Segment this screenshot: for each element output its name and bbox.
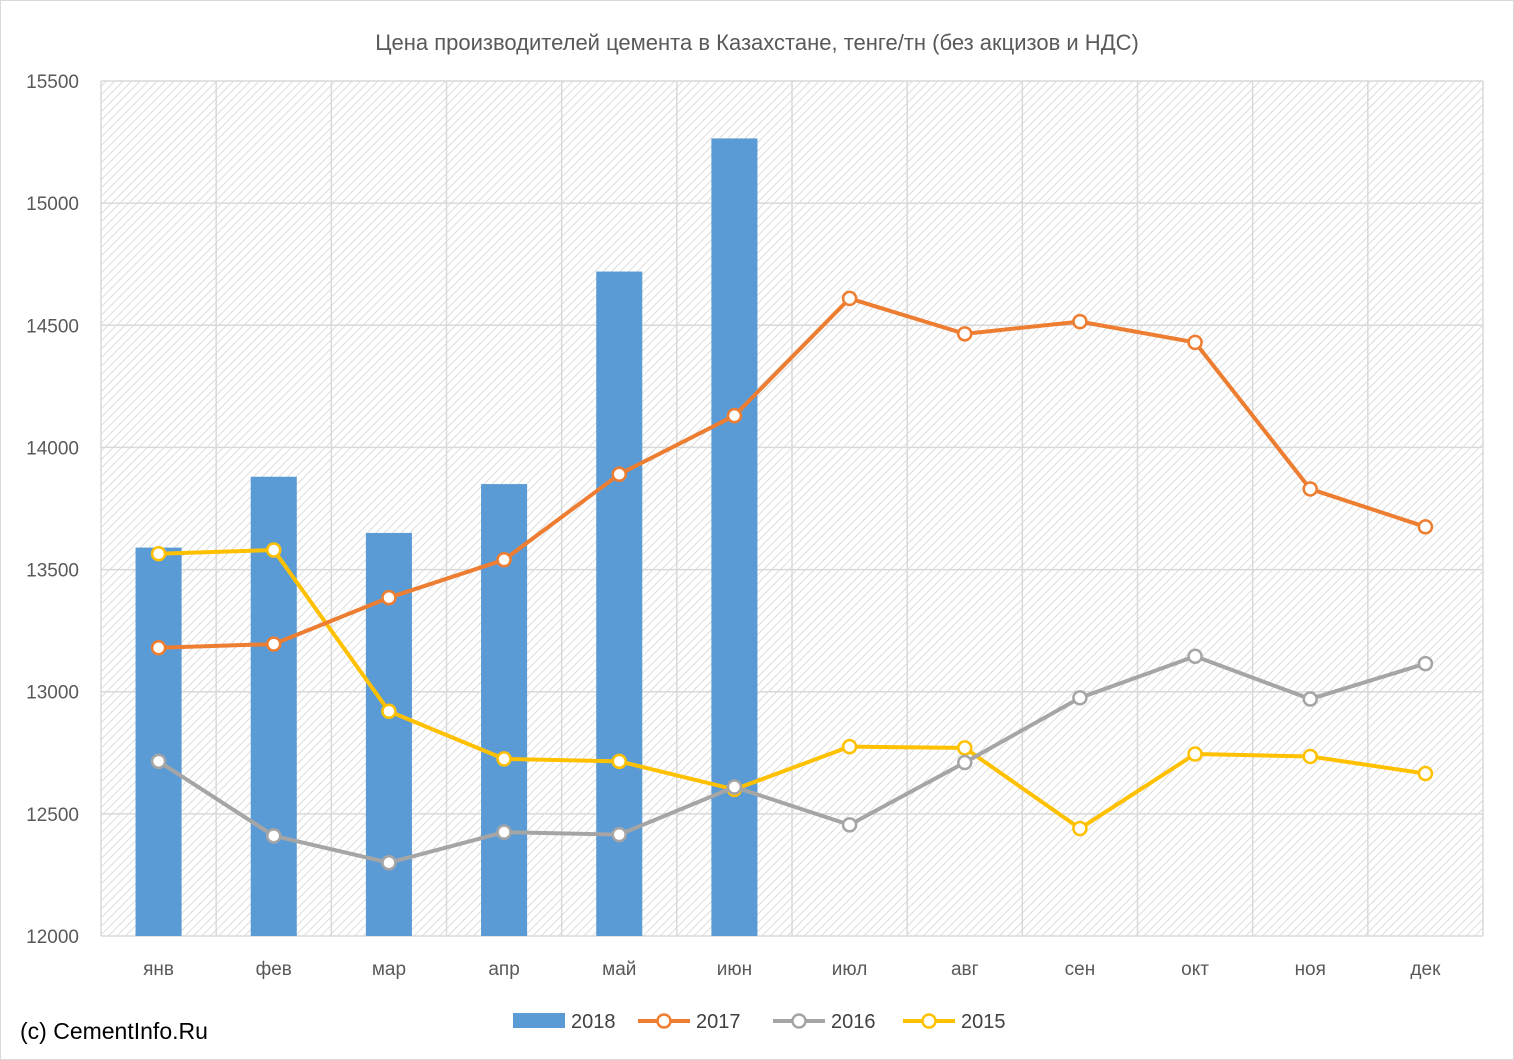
point-2017 (150, 639, 167, 656)
x-tick-label: дек (1410, 959, 1441, 980)
point-2017 (1072, 313, 1088, 330)
point-2016 (381, 854, 397, 871)
point-2016 (150, 753, 167, 770)
bar-2018 (596, 271, 643, 936)
line-2016 (157, 654, 1427, 865)
x-tick-label: июн (717, 959, 752, 980)
legend-marker-2017 (656, 1013, 672, 1029)
point-2017 (611, 466, 627, 483)
point-2015 (1072, 820, 1088, 837)
point-2016 (726, 779, 743, 795)
y-tick-label: 15500 (26, 72, 79, 93)
point-2017 (1302, 481, 1318, 497)
x-tick-label: июл (832, 959, 868, 980)
legend: 2018 2017 2016 2015 (513, 1011, 1006, 1033)
x-tick-label: ноя (1295, 959, 1326, 980)
point-2016 (611, 826, 627, 843)
point-2017 (957, 326, 973, 342)
point-2015 (1417, 765, 1434, 782)
x-tick-label: авг (951, 959, 979, 980)
point-2016 (957, 754, 973, 771)
y-tick-label: 14000 (26, 438, 79, 459)
x-tick-label: сен (1065, 959, 1096, 980)
point-2016 (496, 824, 512, 840)
legend-swatch-2018 (513, 1013, 565, 1028)
point-2017 (1417, 519, 1434, 535)
point-2016 (1302, 691, 1318, 707)
point-2016 (1072, 690, 1088, 706)
legend-marker-2015 (921, 1013, 937, 1029)
bar-2018 (711, 138, 758, 936)
legend-marker-2016 (791, 1013, 807, 1029)
point-2015 (496, 751, 512, 767)
point-2015 (150, 545, 167, 562)
x-tick-label: апр (488, 959, 519, 980)
copyright-text: (c) CementInfo.Ru (20, 1018, 208, 1044)
plot-area: 12000 12500 13000 13500 14000 14500 15000 15500… (26, 72, 1484, 980)
x-tick-label: мар (372, 959, 406, 980)
y-tick-label: 13500 (26, 561, 79, 582)
point-2017 (1187, 334, 1203, 351)
x-tick-label: окт (1181, 959, 1209, 980)
point-2015 (841, 738, 858, 755)
line-2015 (158, 548, 1426, 831)
point-2015 (266, 542, 282, 558)
legend-label-2018: 2018 (571, 1011, 616, 1033)
point-2017 (841, 290, 858, 307)
legend-label-2015: 2015 (961, 1011, 1006, 1033)
y-tick-label: 12000 (26, 927, 79, 948)
legend-label-2017: 2017 (696, 1011, 741, 1033)
y-tick-label: 12500 (26, 805, 79, 826)
legend-label-2016: 2016 (831, 1011, 876, 1033)
point-2015 (1187, 746, 1203, 762)
x-tick-label: янв (143, 959, 174, 980)
point-2015 (381, 703, 397, 720)
point-2017 (726, 407, 743, 424)
point-2016 (1187, 648, 1203, 665)
chart-title: Цена производителей цемента в Казахстане… (375, 30, 1139, 55)
point-2017 (381, 589, 397, 606)
x-tick-label: фев (256, 959, 292, 980)
bar-2018 (135, 547, 182, 936)
point-2016 (266, 828, 282, 844)
line-2017 (158, 296, 1427, 650)
x-tick-label: май (602, 959, 636, 980)
point-2015 (957, 740, 973, 756)
bar-2018 (481, 484, 528, 936)
y-tick-label: 14500 (26, 316, 79, 337)
point-2017 (496, 552, 512, 568)
point-2016 (841, 817, 858, 833)
point-2016 (1417, 655, 1434, 672)
point-2017 (266, 636, 282, 652)
point-2015 (611, 753, 627, 770)
y-tick-label: 15000 (26, 194, 79, 215)
y-tick-label: 13000 (26, 683, 79, 704)
point-2015 (1302, 748, 1318, 765)
